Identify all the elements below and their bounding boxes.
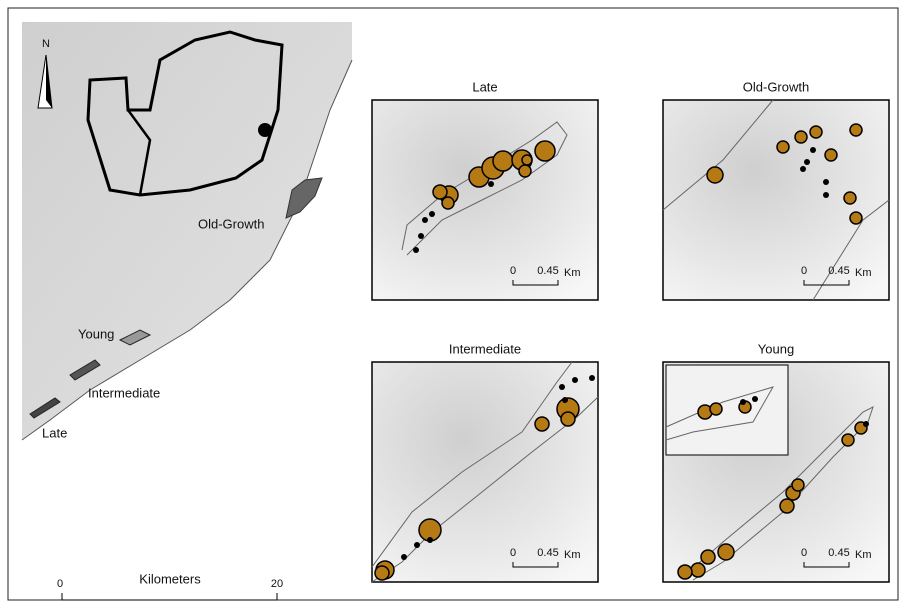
plot-marker xyxy=(442,197,454,209)
plot-marker xyxy=(795,131,807,143)
plot-dot xyxy=(823,179,829,185)
plot-marker xyxy=(701,550,715,564)
panel: Young 0 0.45 Km xyxy=(663,341,889,582)
panel: Old-Growth 0 0.45 Km xyxy=(663,79,889,300)
scale-start: 0 xyxy=(510,265,516,277)
scale-unit: Km xyxy=(564,549,581,561)
plot-marker xyxy=(433,185,447,199)
site-label: Old-Growth xyxy=(198,216,264,231)
scale-unit: Km xyxy=(855,549,872,561)
plot-marker xyxy=(780,499,794,513)
plot-dot xyxy=(752,396,758,402)
plot-dot xyxy=(559,384,565,390)
plot-marker xyxy=(842,434,854,446)
scale-end: 0.45 xyxy=(537,547,558,559)
plot-marker xyxy=(850,212,862,224)
study-site xyxy=(258,123,272,137)
plot-marker xyxy=(707,167,723,183)
north-label: N xyxy=(42,38,50,50)
plot-marker xyxy=(522,155,532,165)
plot-dot xyxy=(589,375,595,381)
plot-marker xyxy=(535,141,555,161)
plot-marker xyxy=(718,544,734,560)
plot-marker xyxy=(535,417,549,431)
scale-end: 0.45 xyxy=(828,547,849,559)
scale-end: 0.45 xyxy=(537,265,558,277)
panel: Late 0 0.45 Km xyxy=(372,79,598,300)
inset-box xyxy=(666,365,788,455)
plot-marker xyxy=(519,165,531,177)
plot-marker xyxy=(792,479,804,491)
scale-start: 0 xyxy=(510,547,516,559)
scale-end: 20 xyxy=(271,578,283,590)
plot-dot xyxy=(823,192,829,198)
panel: Intermediate 0 0.45 Km xyxy=(372,341,598,582)
panel-title: Late xyxy=(472,79,497,94)
figure: N Old-Growth Young Intermediate Late 0 K… xyxy=(0,0,906,608)
plot-dot xyxy=(572,377,578,383)
plot-dot xyxy=(863,421,869,427)
scale-unit: Km xyxy=(855,267,872,279)
plot-marker xyxy=(678,565,692,579)
plot-dot xyxy=(810,147,816,153)
plot-dot xyxy=(422,217,428,223)
plot-dot xyxy=(800,166,806,172)
plot-marker xyxy=(710,403,722,415)
site-label: Late xyxy=(42,425,67,440)
scale-start: 0 xyxy=(801,547,807,559)
plot-marker xyxy=(844,192,856,204)
plot-dot xyxy=(401,554,407,560)
plot-dot xyxy=(429,211,435,217)
scale-start: 0 xyxy=(57,578,63,590)
plot-marker xyxy=(825,149,837,161)
plot-dot xyxy=(804,159,810,165)
plot-dot xyxy=(427,537,433,543)
plot-dot xyxy=(418,233,424,239)
plot-dot xyxy=(414,542,420,548)
plot-dot xyxy=(562,397,568,403)
plot-marker xyxy=(561,412,575,426)
plot-dot xyxy=(413,247,419,253)
plot-marker xyxy=(810,126,822,138)
scale-end: 0.45 xyxy=(828,265,849,277)
scale-unit: Km xyxy=(564,267,581,279)
scale-title: Kilometers xyxy=(139,571,201,586)
plot-marker xyxy=(850,124,862,136)
plot-marker xyxy=(777,141,789,153)
plot-marker xyxy=(375,566,389,580)
panel-title: Young xyxy=(758,341,794,356)
panel-title: Old-Growth xyxy=(743,79,809,94)
site-label: Intermediate xyxy=(88,385,160,400)
plot-dot xyxy=(740,399,746,405)
site-label: Young xyxy=(78,326,114,341)
plot-marker xyxy=(691,563,705,577)
plot-marker xyxy=(493,151,513,171)
plot-dot xyxy=(488,181,494,187)
scale-start: 0 xyxy=(801,265,807,277)
panel-title: Intermediate xyxy=(449,341,521,356)
